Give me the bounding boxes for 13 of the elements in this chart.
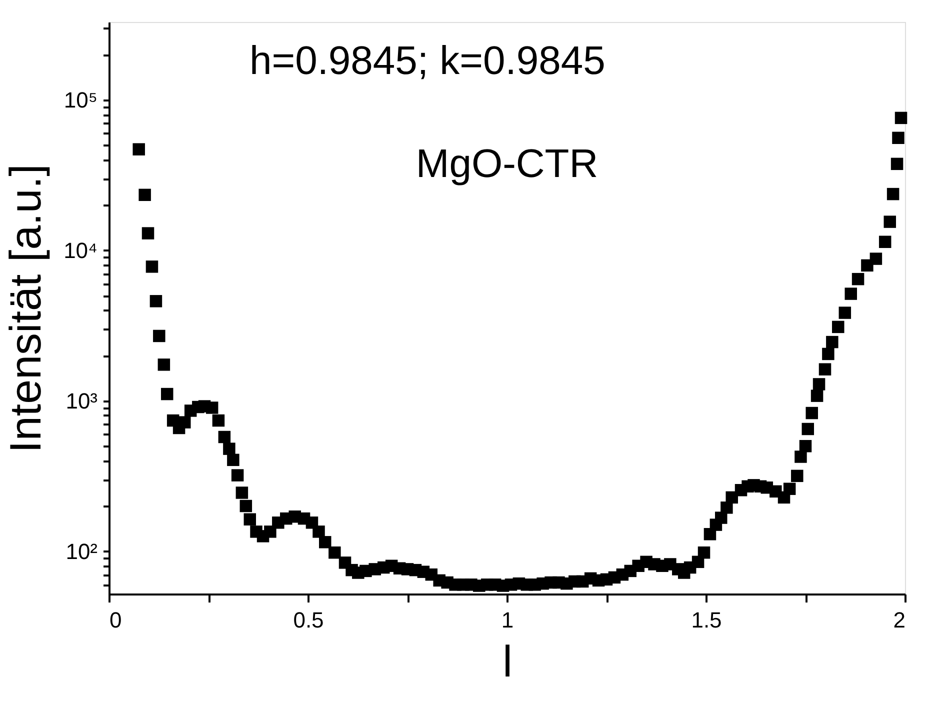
y-tick-label: 10⁴	[64, 238, 98, 263]
annotation: h=0.9845; k=0.9845	[249, 39, 606, 84]
annotation: MgO-CTR	[416, 142, 598, 186]
x-tick-label: 0.5	[293, 608, 324, 632]
y-tick-label: 10²	[66, 538, 98, 564]
x-tick-label: 1.5	[691, 608, 722, 632]
y-tick-label: 10³	[66, 388, 98, 414]
x-tick-label: 1	[501, 608, 514, 632]
y-tick-label: 10⁵	[64, 88, 98, 112]
x-tick-label: 2	[893, 608, 906, 632]
x-tick-label: 0	[110, 608, 122, 632]
y-axis-title: Intensität [a.u.]	[2, 164, 51, 453]
x-axis-title: l	[502, 638, 512, 686]
